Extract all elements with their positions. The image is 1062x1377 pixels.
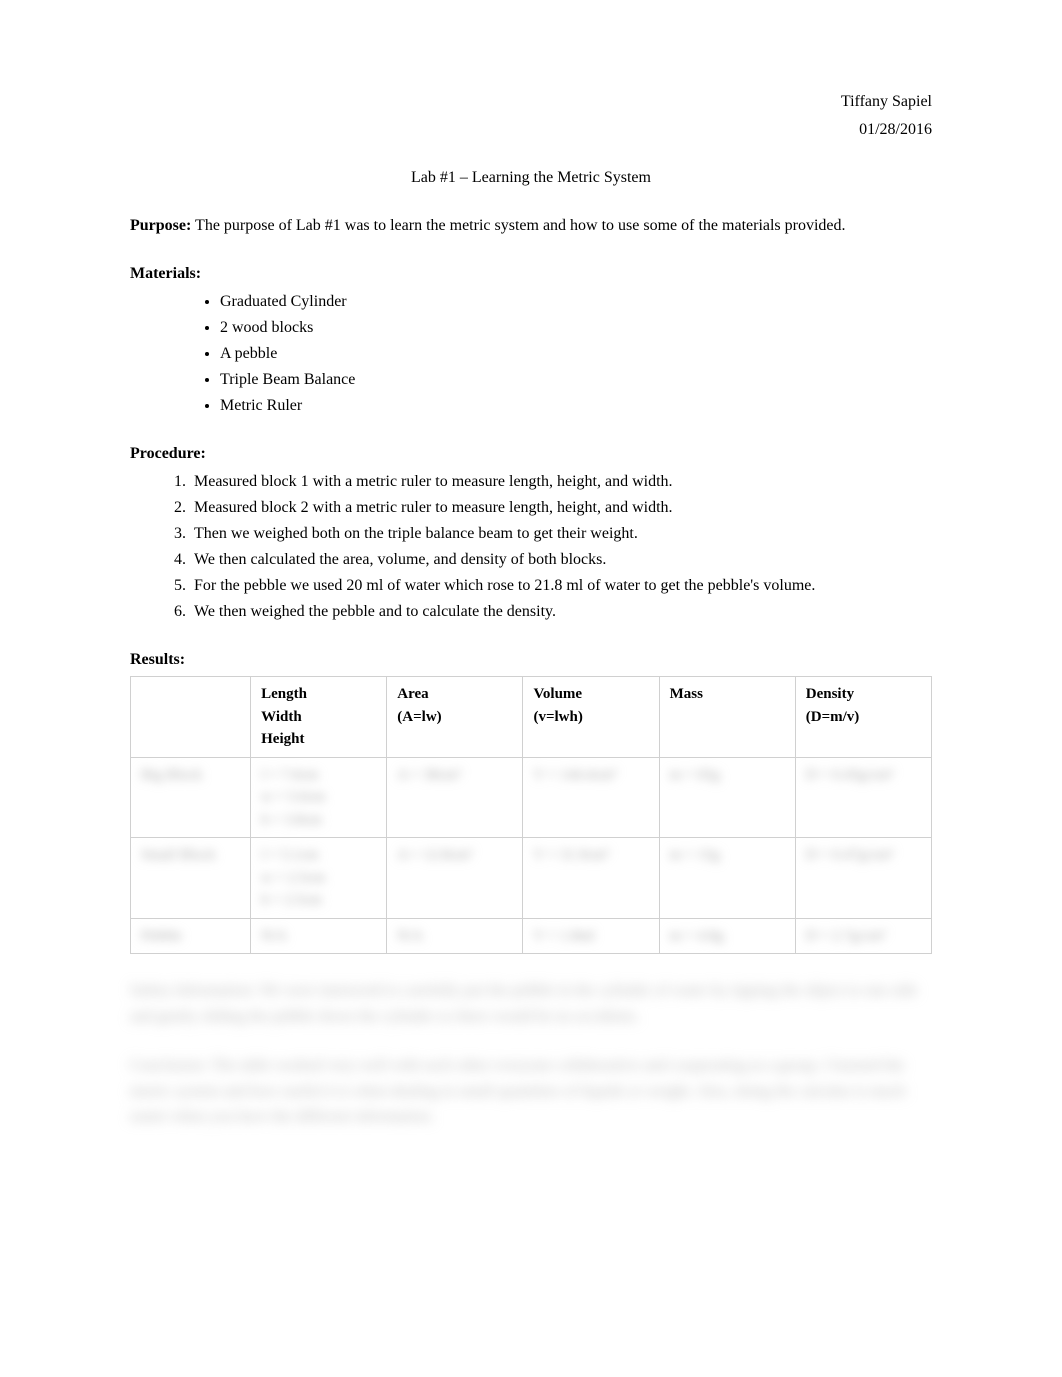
list-item: Measured block 1 with a metric ruler to …: [190, 470, 932, 494]
cell: N/A: [397, 928, 423, 944]
document-date: 01/28/2016: [130, 118, 932, 142]
row-label: Small Block: [141, 847, 216, 863]
cell: l = 5.1cmw = 2.5cmh = 2.5cm: [261, 847, 325, 908]
author-name: Tiffany Sapiel: [130, 90, 932, 114]
document-page: Tiffany Sapiel 01/28/2016 Lab #1 – Learn…: [0, 0, 1062, 1377]
materials-label: Materials:: [130, 265, 201, 282]
results-section: Results: LengthWidthHeight Area(A=lw) Vo…: [130, 648, 932, 954]
procedure-label: Procedure:: [130, 445, 206, 462]
cell: A = 12.8cm²: [397, 847, 472, 863]
list-item: Then we weighed both on the triple balan…: [190, 522, 932, 546]
cell: V = 31.9cm³: [533, 847, 609, 863]
list-item: A pebble: [220, 342, 932, 366]
table-row: Big Block l = 7.6cmw = 5.0cmh = 3.8cm A …: [131, 757, 932, 838]
blurred-paragraph: Safety Information: We were instructed t…: [130, 978, 932, 1029]
purpose-section: Purpose: The purpose of Lab #1 was to le…: [130, 214, 932, 238]
results-table: LengthWidthHeight Area(A=lw) Volume(v=lw…: [130, 676, 932, 954]
list-item: We then calculated the area, volume, and…: [190, 548, 932, 572]
table-row: Pebble N/A N/A V = 1.8ml m = 4.8g D = 2.…: [131, 918, 932, 954]
cell: D = 0.47g/cm³: [806, 847, 894, 863]
table-header: LengthWidthHeight: [251, 677, 387, 758]
table-header: Area(A=lw): [387, 677, 523, 758]
cell: m = 65g: [670, 767, 720, 783]
table-header: Density(D=m/v): [795, 677, 931, 758]
blurred-paragraph: Conclusion: The table worked very well w…: [130, 1053, 932, 1130]
list-item: For the pebble we used 20 ml of water wh…: [190, 574, 932, 598]
list-item: 2 wood blocks: [220, 316, 932, 340]
cell: m = 15g: [670, 847, 720, 863]
cell: V = 144.4cm³: [533, 767, 616, 783]
lab-title: Lab #1 – Learning the Metric System: [130, 166, 932, 190]
list-item: Measured block 2 with a metric ruler to …: [190, 496, 932, 520]
purpose-label: Purpose:: [130, 217, 191, 234]
row-label: Pebble: [141, 928, 182, 944]
list-item: Metric Ruler: [220, 394, 932, 418]
materials-list: Graduated Cylinder 2 wood blocks A pebbl…: [130, 290, 932, 418]
table-header: [131, 677, 251, 758]
header-block: Tiffany Sapiel 01/28/2016: [130, 90, 932, 142]
cell: V = 1.8ml: [533, 928, 594, 944]
materials-section: Materials: Graduated Cylinder 2 wood blo…: [130, 262, 932, 418]
list-item: Triple Beam Balance: [220, 368, 932, 392]
purpose-text: The purpose of Lab #1 was to learn the m…: [191, 217, 845, 234]
cell: D = 0.45g/cm³: [806, 767, 894, 783]
results-label: Results:: [130, 651, 185, 668]
table-row: Small Block l = 5.1cmw = 2.5cmh = 2.5cm …: [131, 838, 932, 919]
cell: A = 38cm²: [397, 767, 461, 783]
list-item: Graduated Cylinder: [220, 290, 932, 314]
cell: l = 7.6cmw = 5.0cmh = 3.8cm: [261, 767, 325, 828]
table-header-row: LengthWidthHeight Area(A=lw) Volume(v=lw…: [131, 677, 932, 758]
procedure-list: Measured block 1 with a metric ruler to …: [130, 470, 932, 624]
table-header: Volume(v=lwh): [523, 677, 659, 758]
table-header: Mass: [659, 677, 795, 758]
procedure-section: Procedure: Measured block 1 with a metri…: [130, 442, 932, 624]
row-label: Big Block: [141, 767, 202, 783]
list-item: We then weighed the pebble and to calcul…: [190, 600, 932, 624]
cell: m = 4.8g: [670, 928, 724, 944]
cell: N/A: [261, 928, 287, 944]
cell: D = 2.7g/cm³: [806, 928, 886, 944]
